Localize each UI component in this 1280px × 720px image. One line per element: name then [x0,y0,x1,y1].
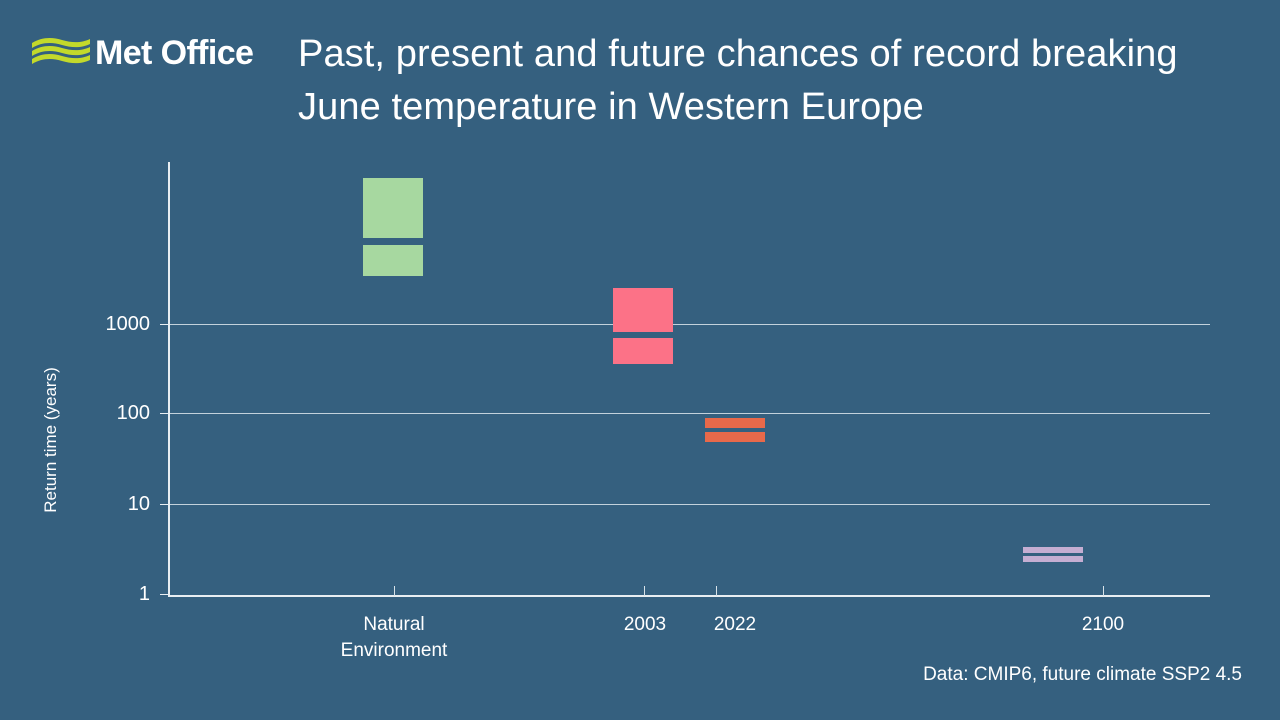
gridline-10 [168,504,1210,505]
page-title: Past, present and future chances of reco… [298,33,1178,128]
x-tick-mark-2003 [644,586,645,596]
y-tick-mark-100 [160,413,169,414]
met-office-waves-icon [32,38,90,64]
bar-2003-upper [613,288,673,332]
y-tick-label-100: 100 [116,402,150,424]
x-tick-label-2100: 2100 [1081,614,1125,635]
bar-2003-lower [613,338,673,364]
y-tick-label-10: 10 [127,493,150,515]
x-tick-label-2022: 2022 [713,614,757,635]
page-header: Met Office Past, present and future chan… [0,0,1280,150]
gridline-100 [168,413,1210,414]
met-office-logo-text: Met Office [95,34,254,72]
y-axis-line [168,162,170,596]
y-axis-title: Return time (years) [41,367,60,513]
y-tick-mark-10 [160,504,169,505]
bar-2100-upper [1023,547,1083,553]
data-source-note: Data: CMIP6, future climate SSP2 4.5 [923,664,1242,685]
y-tick-mark-1000 [160,324,169,325]
y-tick-label-1: 1 [138,583,150,605]
x-tick-mark-2100 [1103,586,1104,596]
x-tick-label-natural-environment: Natural Environment [340,614,448,661]
bar-2100-lower [1023,556,1083,562]
bar-natural-environment-upper [363,178,423,238]
x-tick-label-2003: 2003 [623,614,667,635]
bar-natural-environment-lower [363,245,423,276]
bar-2022-lower [705,432,765,442]
x-tick-mark-2022 [716,586,717,596]
gridline-1000 [168,324,1210,325]
x-axis-line [168,595,1210,597]
y-tick-mark-1 [160,594,169,595]
bar-2022-upper [705,418,765,428]
met-office-logo: Met Office [30,30,254,76]
x-tick-mark-natural-environment [394,586,395,596]
y-tick-label-1000: 1000 [105,313,151,335]
